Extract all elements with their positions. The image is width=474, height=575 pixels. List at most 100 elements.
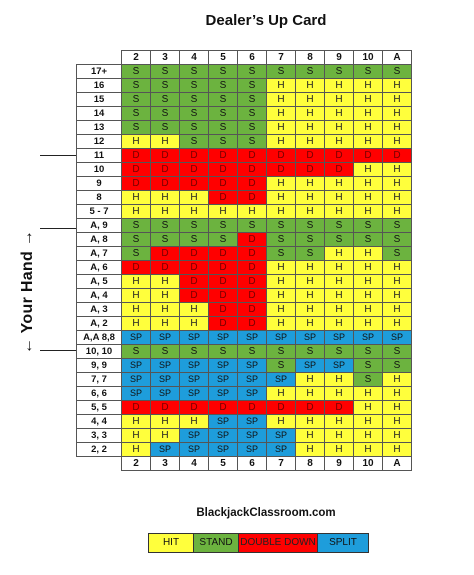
action-cell: SP bbox=[150, 372, 180, 387]
action-cell: S bbox=[324, 64, 354, 79]
dealer-card-top-10: 10 bbox=[353, 50, 383, 65]
action-cell: D bbox=[266, 162, 296, 177]
action-cell: S bbox=[179, 78, 209, 93]
action-cell: S bbox=[208, 106, 238, 121]
hand-label: 11 bbox=[76, 148, 122, 163]
action-cell: D bbox=[324, 400, 354, 415]
site-name: BlackjackClassroom.com bbox=[196, 507, 336, 519]
action-cell: H bbox=[150, 428, 180, 443]
action-cell: D bbox=[237, 162, 267, 177]
hand-label: 9, 9 bbox=[76, 358, 122, 373]
action-cell: H bbox=[179, 190, 209, 205]
action-cell: S bbox=[353, 344, 383, 359]
header-corner bbox=[76, 50, 122, 65]
action-cell: SP bbox=[150, 442, 180, 457]
hand-label: 4, 4 bbox=[76, 414, 122, 429]
action-cell: S bbox=[150, 106, 180, 121]
hand-label: 6, 6 bbox=[76, 386, 122, 401]
action-cell: H bbox=[150, 274, 180, 289]
action-cell: H bbox=[324, 274, 354, 289]
action-cell: S bbox=[150, 78, 180, 93]
table-row: 9, 9 SP SP SP SP SP S SP SP S S bbox=[76, 358, 412, 373]
action-cell: H bbox=[382, 372, 412, 387]
hand-label: 16 bbox=[76, 78, 122, 93]
action-cell: H bbox=[121, 316, 151, 331]
action-cell: H bbox=[324, 134, 354, 149]
action-cell: H bbox=[179, 204, 209, 219]
action-cell: H bbox=[266, 288, 296, 303]
hand-label: 8 bbox=[76, 190, 122, 205]
action-cell: D bbox=[150, 162, 180, 177]
action-cell: H bbox=[353, 134, 383, 149]
action-cell: H bbox=[266, 190, 296, 205]
action-cell: S bbox=[237, 78, 267, 93]
action-cell: H bbox=[324, 414, 354, 429]
action-cell: S bbox=[179, 120, 209, 135]
action-cell: SP bbox=[295, 358, 325, 373]
dealer-card-top-3: 3 bbox=[150, 50, 180, 65]
action-cell: S bbox=[121, 120, 151, 135]
action-cell: S bbox=[121, 64, 151, 79]
action-cell: D bbox=[150, 246, 180, 261]
action-cell: H bbox=[150, 204, 180, 219]
hand-label: 9 bbox=[76, 176, 122, 191]
action-cell: H bbox=[150, 190, 180, 205]
action-cell: H bbox=[179, 316, 209, 331]
action-cell: SP bbox=[208, 442, 238, 457]
action-cell: H bbox=[382, 260, 412, 275]
dealer-card-top-4: 4 bbox=[179, 50, 209, 65]
action-cell: H bbox=[382, 442, 412, 457]
hand-label: 5 - 7 bbox=[76, 204, 122, 219]
action-cell: H bbox=[353, 78, 383, 93]
action-cell: H bbox=[324, 386, 354, 401]
action-cell: H bbox=[382, 386, 412, 401]
action-cell: SP bbox=[237, 358, 267, 373]
action-cell: H bbox=[382, 204, 412, 219]
dealer-card-bottom-7: 7 bbox=[266, 456, 296, 471]
action-cell: H bbox=[382, 428, 412, 443]
hand-label: 14 bbox=[76, 106, 122, 121]
action-cell: SP bbox=[237, 428, 267, 443]
action-cell: H bbox=[382, 414, 412, 429]
action-cell: SP bbox=[208, 358, 238, 373]
action-cell: S bbox=[150, 120, 180, 135]
hand-label: 17+ bbox=[76, 64, 122, 79]
action-cell: S bbox=[324, 232, 354, 247]
action-cell: H bbox=[382, 176, 412, 191]
dealer-card-top-2: 2 bbox=[121, 50, 151, 65]
action-cell: H bbox=[324, 190, 354, 205]
action-cell: H bbox=[353, 176, 383, 191]
dealer-card-top-8: 8 bbox=[295, 50, 325, 65]
dealer-card-top-7: 7 bbox=[266, 50, 296, 65]
dealer-card-header-bottom: 2 3 4 5 6 7 8 9 10 A bbox=[76, 456, 412, 471]
action-cell: H bbox=[324, 302, 354, 317]
legend-split: SPLIT bbox=[318, 534, 368, 552]
action-cell: D bbox=[208, 176, 238, 191]
action-cell: H bbox=[353, 274, 383, 289]
action-cell: D bbox=[150, 400, 180, 415]
action-cell: SP bbox=[121, 372, 151, 387]
action-cell: S bbox=[382, 232, 412, 247]
action-cell: S bbox=[266, 64, 296, 79]
action-cell: S bbox=[382, 246, 412, 261]
action-cell: H bbox=[121, 428, 151, 443]
action-cell: H bbox=[150, 302, 180, 317]
action-cell: S bbox=[382, 344, 412, 359]
action-cell: H bbox=[266, 414, 296, 429]
action-cell: D bbox=[237, 302, 267, 317]
action-cell: H bbox=[295, 204, 325, 219]
action-cell: H bbox=[324, 204, 354, 219]
action-cell: S bbox=[121, 232, 151, 247]
action-cell: H bbox=[295, 414, 325, 429]
legend-double-down: DOUBLE DOWN bbox=[239, 534, 318, 552]
action-cell: S bbox=[237, 344, 267, 359]
hand-label: A, 3 bbox=[76, 302, 122, 317]
action-cell: D bbox=[237, 190, 267, 205]
